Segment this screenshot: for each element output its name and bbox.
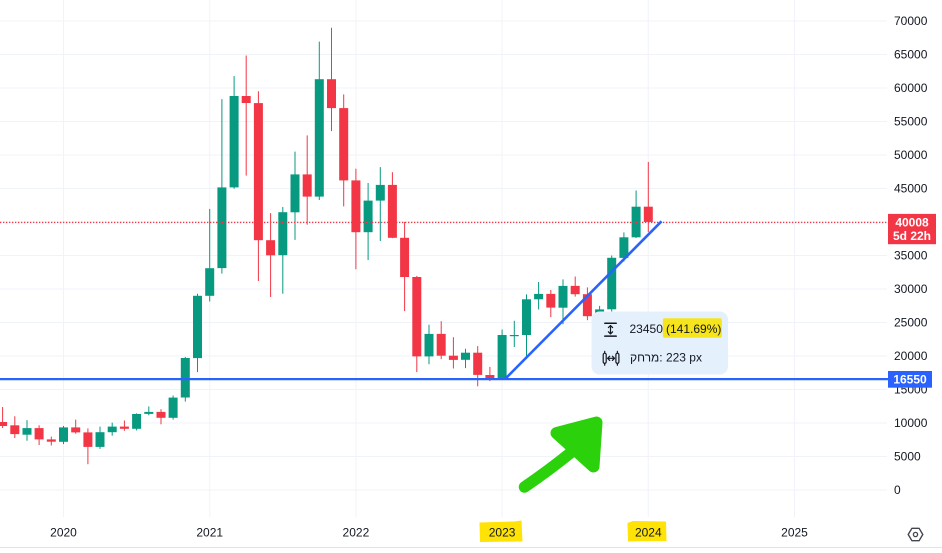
svg-text:60000: 60000 (894, 81, 928, 95)
svg-text:2025: 2025 (781, 526, 808, 540)
svg-text:25000: 25000 (894, 316, 928, 330)
svg-text:2021: 2021 (196, 526, 223, 540)
svg-text:5000: 5000 (894, 450, 921, 464)
svg-text:2020: 2020 (50, 526, 77, 540)
svg-text:35000: 35000 (894, 249, 928, 263)
svg-text:45000: 45000 (894, 182, 928, 196)
svg-text:16550: 16550 (893, 373, 927, 387)
svg-text:2022: 2022 (343, 526, 370, 540)
svg-text:2023: 2023 (489, 526, 516, 540)
svg-text:20000: 20000 (894, 349, 928, 363)
svg-text:65000: 65000 (894, 48, 928, 62)
svg-text:(141.69%): (141.69%) (666, 322, 721, 336)
svg-text:2024: 2024 (635, 526, 662, 540)
svg-text:0: 0 (894, 483, 901, 497)
svg-text:23450: 23450 (630, 322, 664, 336)
svg-text:40008: 40008 (895, 216, 929, 230)
svg-text:30000: 30000 (894, 282, 928, 296)
svg-text:55000: 55000 (894, 115, 928, 129)
svg-text:50000: 50000 (894, 148, 928, 162)
svg-text:10000: 10000 (894, 416, 928, 430)
svg-text:5d 22h: 5d 22h (893, 229, 931, 243)
svg-text:70000: 70000 (894, 14, 928, 28)
svg-text:‭קחרמ: 223 px‬: ‭קחרמ: 223 px‬ (630, 351, 702, 365)
